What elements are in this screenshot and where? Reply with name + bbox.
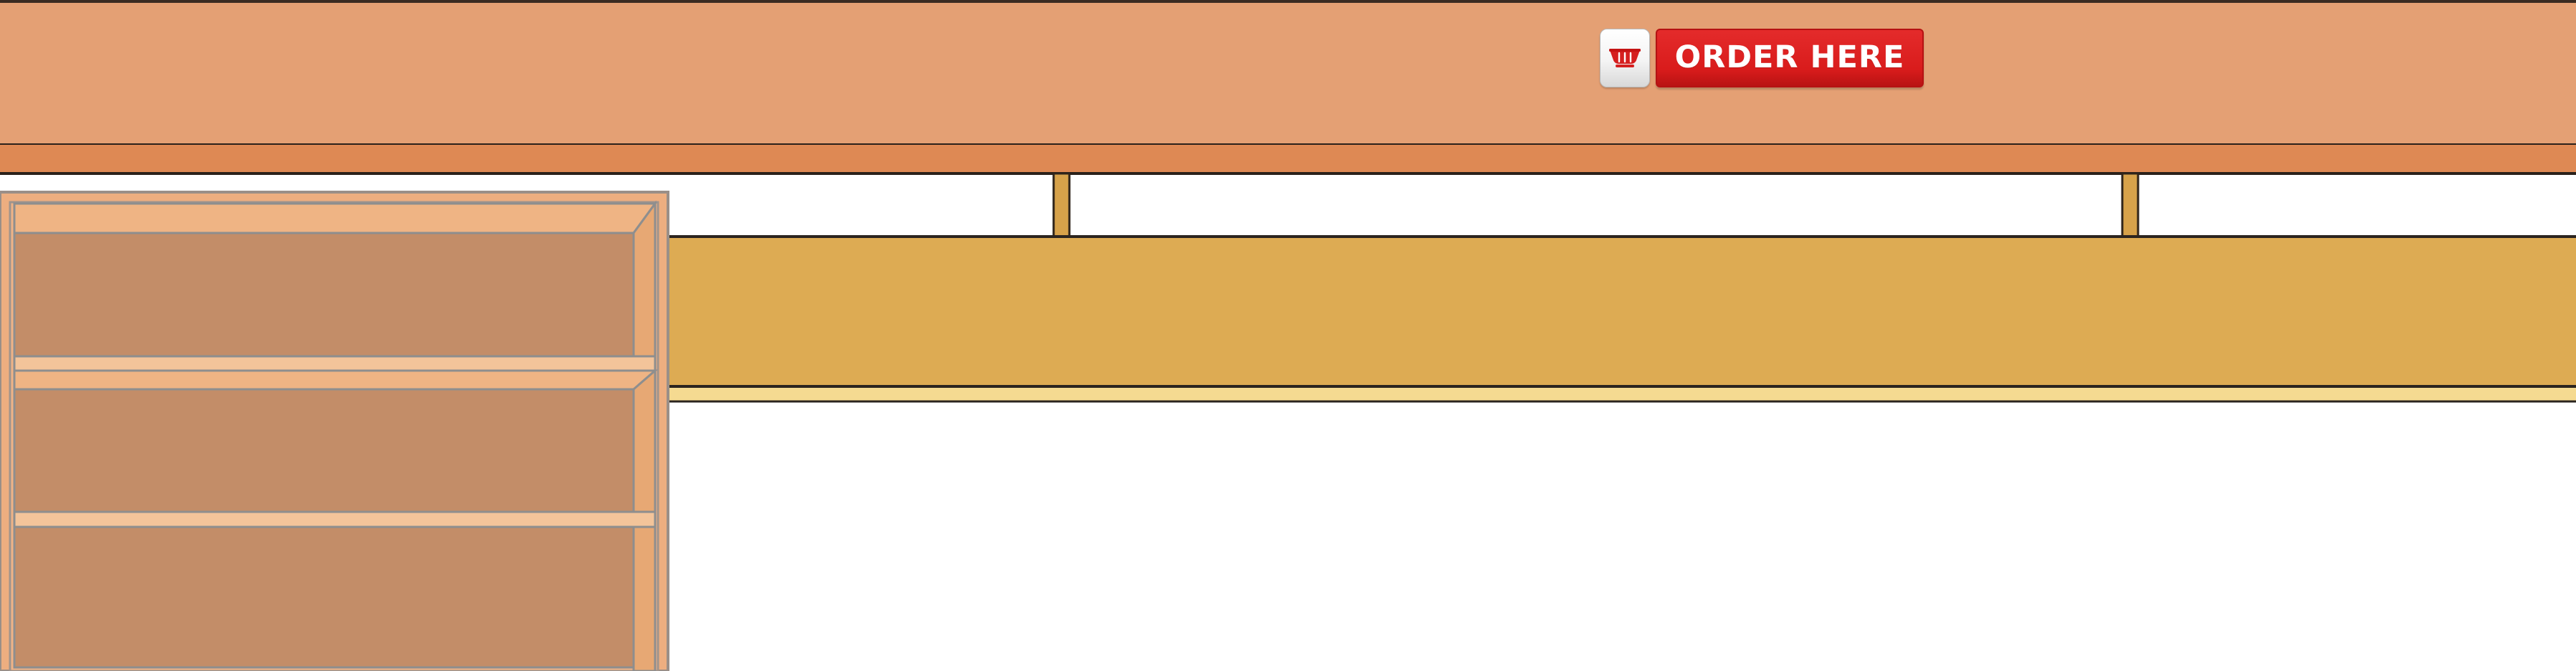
upper-beam	[0, 0, 2576, 175]
shelf-unit	[0, 191, 669, 671]
order-controls: ORDER HERE	[1600, 27, 1924, 88]
counter	[667, 235, 2576, 403]
support-posts	[1052, 172, 2139, 239]
cart-button[interactable]	[1600, 28, 1650, 87]
shopping-cart-icon	[1609, 48, 1641, 67]
order-here-button[interactable]: ORDER HERE	[1656, 28, 1924, 87]
order-button-label: ORDER HERE	[1674, 39, 1905, 75]
